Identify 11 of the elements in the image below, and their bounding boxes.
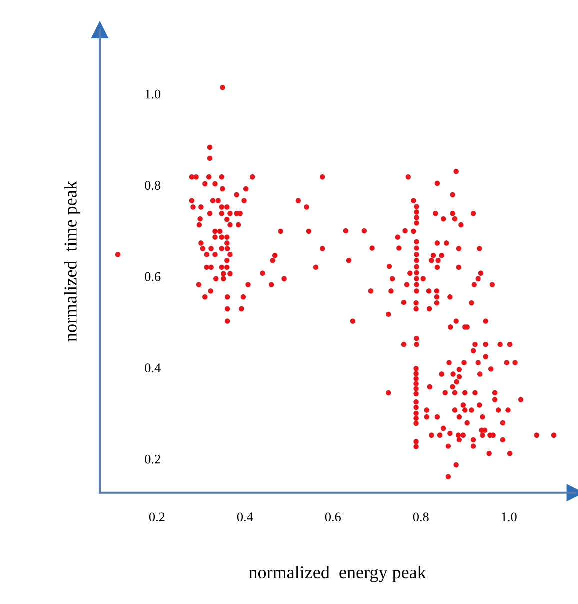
x-tick-label: 1.0 <box>502 512 517 522</box>
x-tick-label: 0.4 <box>237 512 254 522</box>
y-tick-label: 0.2 <box>145 454 160 464</box>
y-tick-label: 0.6 <box>145 272 161 282</box>
y-tick-label: 0.4 <box>145 364 161 373</box>
y-tick-label: 0.8 <box>145 181 161 190</box>
x-axis-title: normalized energy peak <box>249 566 426 582</box>
y-axis-title: normalized time peak <box>64 181 81 342</box>
x-tick-label: 0.8 <box>413 512 429 522</box>
x-tick-label: 0.6 <box>325 512 342 522</box>
y-tick-label: 1.0 <box>146 90 161 99</box>
